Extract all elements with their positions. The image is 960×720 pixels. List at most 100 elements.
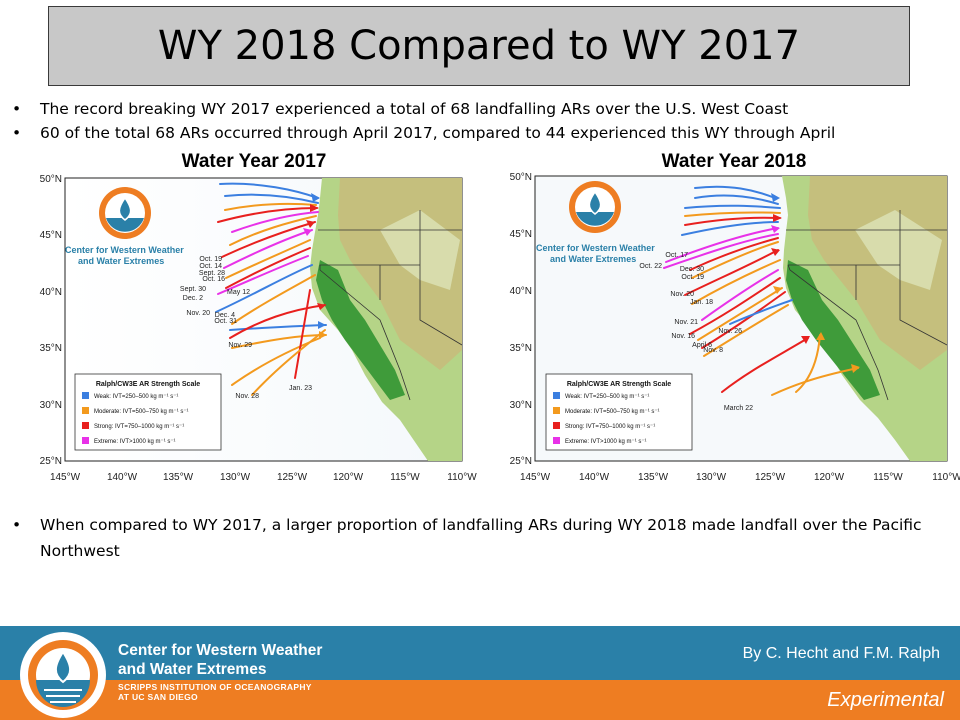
lon-label: 130°W — [220, 472, 251, 483]
event-label: Oct. 22 — [639, 263, 662, 270]
ar-arrow-extreme — [665, 227, 779, 263]
lon-label: 115°W — [390, 472, 420, 483]
map-title-2017: Water Year 2017 — [181, 151, 327, 172]
water-drop-icon — [588, 190, 602, 215]
logo-text-line: and Water Extremes — [78, 256, 164, 266]
lat-label: 35°N — [510, 343, 532, 354]
logo-wave — [106, 218, 144, 232]
ar-arrow-weak — [215, 264, 313, 313]
event-label: Nov. 8 — [703, 347, 723, 354]
ar-arrow-strong — [221, 221, 316, 258]
bullet-item: The record breaking WY 2017 experienced … — [10, 97, 950, 121]
legend-title: Ralph/CW3E AR Strength Scale — [96, 381, 200, 388]
ar-arrow-extreme — [701, 269, 779, 321]
lat-label: 30°N — [40, 400, 62, 411]
legend-swatch-extreme — [82, 437, 89, 444]
legend-swatch-strong — [553, 422, 560, 429]
ar-arrow-weak — [694, 194, 779, 205]
event-label: Nov. 21 — [674, 319, 698, 326]
lon-label: 140°W — [579, 472, 610, 483]
legend-swatch-strong — [82, 422, 89, 429]
slide-title: WY 2018 Compared to WY 2017 — [157, 23, 801, 69]
legend-box: Ralph/CW3E AR Strength Scale Weak: IVT=2… — [545, 373, 693, 451]
land-lowland — [786, 260, 880, 400]
cw3e-logo — [569, 181, 621, 233]
legend-label: Extreme: IVT>1000 kg m⁻¹ s⁻¹ — [565, 439, 647, 445]
ar-arrow-extreme — [663, 233, 779, 269]
legend-label: Moderate: IVT=500–750 kg m⁻¹ s⁻¹ — [94, 409, 189, 415]
map-title-2018: Water Year 2018 — [661, 151, 807, 172]
lat-label: 40°N — [510, 286, 532, 297]
ar-arrow-moderate — [691, 241, 779, 279]
state-borders — [318, 210, 463, 401]
lon-label: 140°W — [107, 472, 138, 483]
event-label: Jan. 18 — [690, 299, 713, 306]
footer-orange-band — [0, 680, 960, 720]
arrow-head — [773, 214, 782, 222]
arrow-head — [801, 336, 810, 344]
event-label: April 6 — [692, 342, 712, 349]
ar-arrow-moderate — [224, 202, 317, 211]
ar-arrow-moderate — [229, 215, 317, 246]
ar-arrow-weak — [229, 324, 327, 331]
ar-arrow-extreme — [217, 255, 309, 295]
legend-label: Weak: IVT=250–500 kg m⁻¹ s⁻¹ — [94, 394, 178, 400]
event-label: Nov. 20 — [186, 310, 210, 317]
lat-label: 25°N — [510, 456, 532, 467]
ar-arrow-strong — [684, 216, 781, 226]
event-label: Nov. 29 — [228, 342, 252, 349]
legend-label: Strong: IVT=750–1000 kg m⁻¹ s⁻¹ — [94, 424, 184, 430]
footer-org-name: Center for Western Weather and Water Ext… — [118, 641, 322, 679]
arrow-head — [816, 332, 825, 340]
land-lowland — [316, 260, 405, 400]
arrow-head — [310, 204, 319, 212]
ar-arrow-extreme — [223, 229, 313, 269]
ar-arrow-strong — [225, 247, 311, 289]
lat-label: 50°N — [40, 174, 62, 185]
event-label: Dec. 2 — [183, 295, 203, 302]
event-label: Sept. 28 — [199, 270, 225, 277]
lat-labels: 50°N 45°N 40°N 35°N 30°N 25°N — [40, 174, 62, 467]
footer-org-line: Center for Western Weather — [118, 642, 323, 659]
event-label: Dec. 30 — [680, 266, 704, 273]
event-label: May 12 — [227, 289, 250, 296]
ar-arrow-weak — [694, 185, 776, 199]
lon-label: 125°W — [277, 472, 308, 483]
ar-arrow-extreme — [231, 211, 319, 233]
ar-arrow-moderate — [251, 329, 326, 396]
legend-swatch-extreme — [553, 437, 560, 444]
event-label: Oct. 16 — [202, 276, 225, 283]
legend-label: Strong: IVT=750–1000 kg m⁻¹ s⁻¹ — [565, 424, 655, 430]
lon-label: 135°W — [638, 472, 669, 483]
event-label: Dec. 4 — [215, 312, 235, 319]
logo-lines — [44, 689, 82, 703]
bottom-bullets: When compared to WY 2017, a larger propo… — [10, 512, 940, 564]
footer-status: Experimental — [827, 689, 944, 711]
event-label: Oct. 14 — [199, 263, 222, 270]
ar-arrow-moderate — [225, 239, 311, 279]
logo-text-line: Center for Western Weather — [536, 243, 655, 253]
ar-arrow-moderate — [231, 274, 316, 325]
ar-arrow-strong — [229, 304, 326, 339]
lon-label: 120°W — [333, 472, 364, 483]
event-labels: Oct. 17 Oct. 22 Dec. 30 Oct. 19 Nov. 20 … — [639, 252, 753, 412]
ar-arrow-moderate — [684, 211, 781, 217]
footer-inst-line: AT UC SAN DIEGO — [118, 692, 198, 702]
legend-label: Moderate: IVT=500–750 kg m⁻¹ s⁻¹ — [565, 409, 660, 415]
lon-label: 110°W — [932, 472, 960, 483]
footer-institution: SCRIPPS INSTITUTION OF OCEANOGRAPHY AT U… — [118, 682, 312, 702]
lon-label: 145°W — [520, 472, 551, 483]
lon-label: 130°W — [696, 472, 727, 483]
water-drop-icon — [54, 650, 72, 684]
lon-label: 120°W — [814, 472, 845, 483]
ar-arrows — [663, 185, 859, 396]
legend-label: Extreme: IVT>1000 kg m⁻¹ s⁻¹ — [94, 439, 176, 445]
lat-label: 35°N — [40, 343, 62, 354]
ar-arrow-weak — [681, 221, 779, 236]
event-label: Sept. 30 — [180, 286, 206, 293]
arrow-head — [771, 248, 780, 256]
lon-label: 135°W — [163, 472, 194, 483]
bullet-item: When compared to WY 2017, a larger propo… — [10, 512, 940, 564]
lat-label: 40°N — [40, 287, 62, 298]
legend-title: Ralph/CW3E AR Strength Scale — [567, 381, 671, 388]
